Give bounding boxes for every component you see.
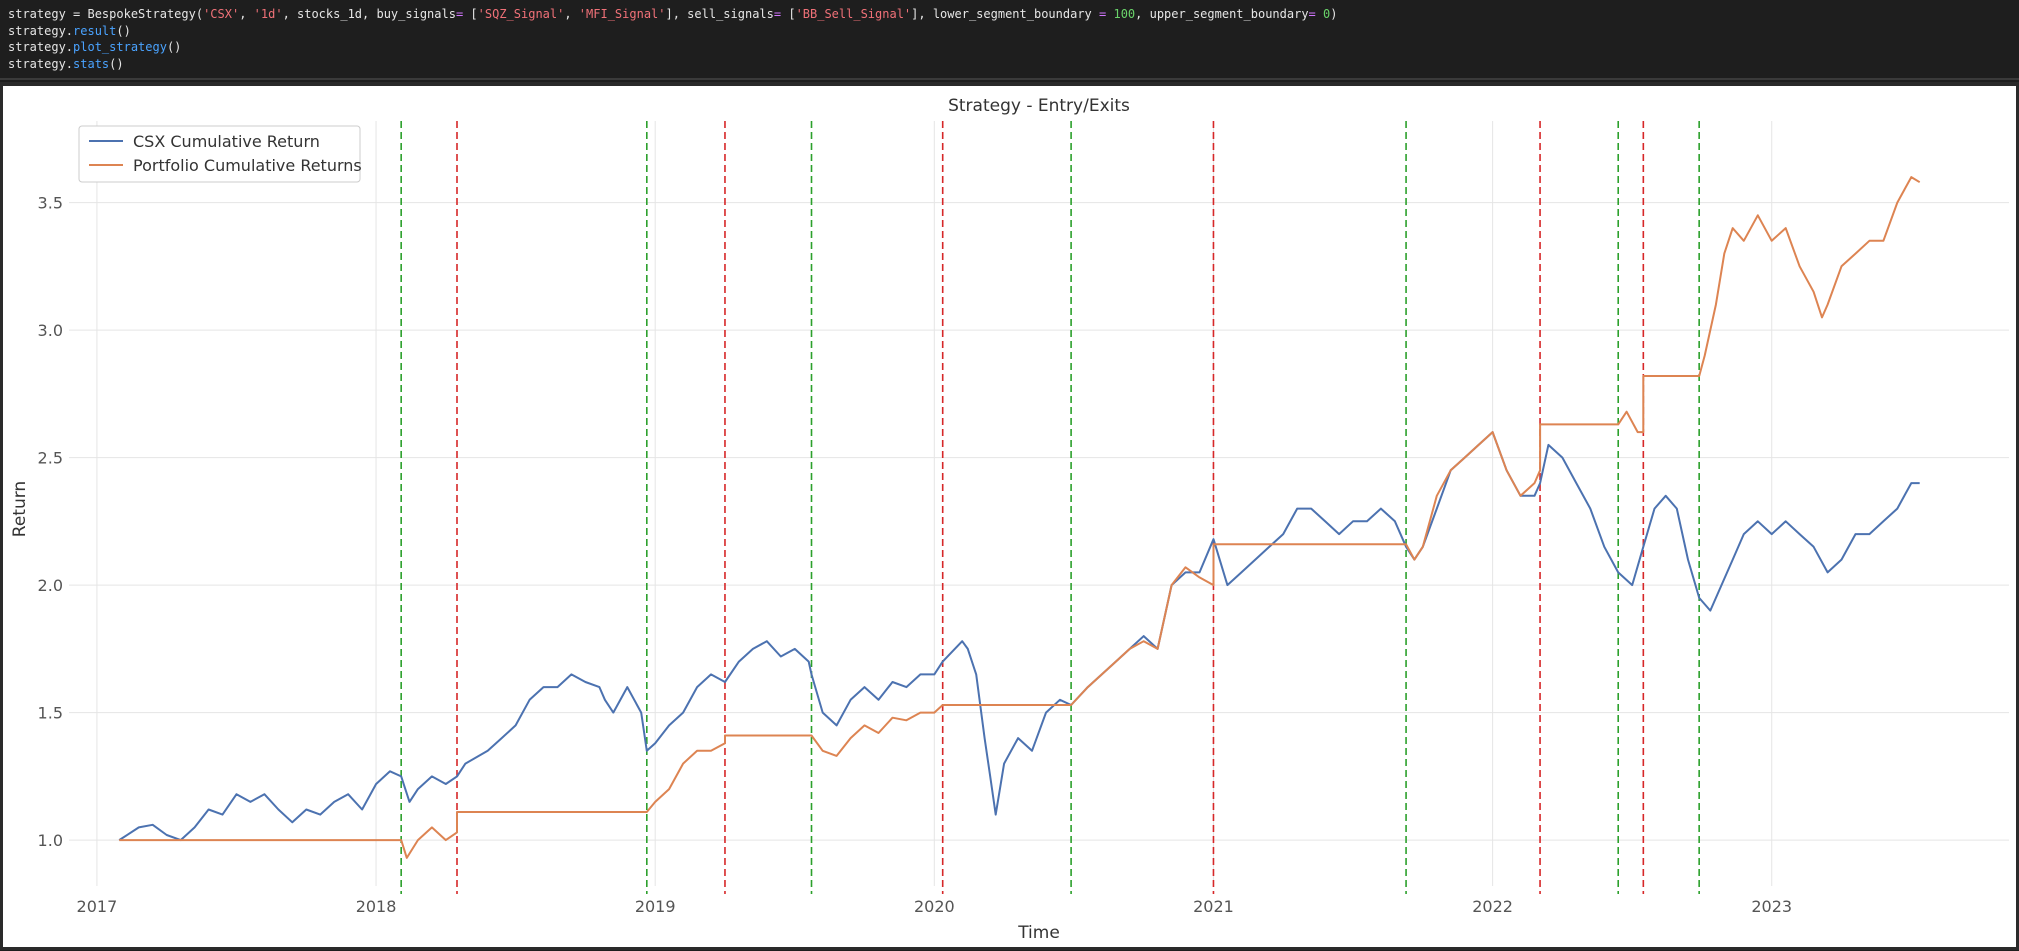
code-token: 'SQZ_Signal' — [477, 7, 565, 21]
portfolio-series-line — [119, 176, 1921, 859]
y-tick-label: 1.5 — [38, 704, 63, 723]
y-axis-label: Return — [10, 481, 30, 537]
code-token: stats — [73, 56, 110, 71]
chart-figure: 1.0 1.5 2.0 2.5 3.0 3.5 2017 2018 2019 2020 2021 20… — [3, 86, 2016, 947]
code-token: () — [166, 40, 182, 54]
code-token: = — [1099, 7, 1107, 21]
legend: CSX Cumulative Return Portfolio Cumulativ… — [78, 125, 362, 183]
x-tick-label: 2019 — [635, 897, 676, 916]
x-tick-label: 2020 — [914, 897, 955, 916]
code-line: strategy.result() — [8, 23, 131, 39]
code-token: [ — [781, 7, 796, 21]
code-token: ], sell_signals — [665, 7, 774, 21]
code-token: ], lower_segment_boundary — [911, 7, 1099, 21]
code-token: strategy. — [8, 23, 74, 38]
x-axis-label: Time — [1017, 923, 1060, 943]
code-token: plot_strategy — [73, 40, 167, 54]
y-tick-label: 3.5 — [38, 194, 63, 213]
code-token: 'MFI_Signal' — [578, 7, 666, 21]
code-token: 'BB_Sell_Signal' — [795, 7, 912, 21]
csx-series-line — [118, 431, 1920, 842]
code-line: strategy.stats() — [8, 56, 124, 72]
code-token: [ — [463, 7, 478, 21]
signal-lines — [400, 121, 1700, 894]
chart-title: Strategy - Entry/Exits — [948, 96, 1130, 116]
x-tick-label: 2023 — [1751, 897, 1792, 916]
code-token: , upper_segment_boundary — [1135, 7, 1309, 21]
x-tick-label: 2021 — [1193, 897, 1234, 916]
code-token: strategy. — [8, 40, 74, 54]
code-token: () — [109, 56, 124, 71]
y-tick-label: 2.0 — [38, 576, 63, 595]
code-token: () — [116, 23, 131, 38]
x-tick-label: 2018 — [356, 897, 397, 916]
axes: 1.0 1.5 2.0 2.5 3.0 3.5 2017 2018 2019 2020 2021 20… — [38, 194, 1793, 916]
legend-label: Portfolio Cumulative Returns — [133, 156, 362, 175]
code-token: , — [239, 7, 254, 21]
series-lines — [118, 176, 1921, 859]
y-tick-label: 1.0 — [38, 831, 63, 850]
y-tick-label: 3.0 — [38, 321, 63, 340]
code-token: 'CSX' — [203, 7, 240, 21]
code-line: strategy.plot_strategy() — [8, 39, 181, 55]
code-token: 100 — [1113, 7, 1136, 21]
code-token: ) — [1330, 7, 1338, 21]
code-token: strategy = BespokeStrategy( — [8, 7, 204, 21]
code-token: , stocks_1d, buy_signals — [282, 7, 456, 21]
code-line: strategy = BespokeStrategy('CSX', '1d', … — [8, 6, 1337, 22]
code-cell[interactable]: strategy = BespokeStrategy('CSX', '1d', … — [0, 0, 2019, 80]
strategy-chart: 1.0 1.5 2.0 2.5 3.0 3.5 2017 2018 2019 2020 2021 20… — [10, 96, 2009, 943]
code-token: , — [564, 7, 579, 21]
code-token: 0 — [1323, 7, 1331, 21]
legend-label: CSX Cumulative Return — [133, 132, 320, 151]
x-tick-label: 2022 — [1472, 897, 1513, 916]
grid — [69, 121, 2009, 886]
code-token: strategy. — [8, 56, 74, 71]
code-token: = — [455, 7, 464, 21]
output-area: 1.0 1.5 2.0 2.5 3.0 3.5 2017 2018 2019 2020 2021 20… — [0, 82, 2019, 950]
x-tick-label: 2017 — [77, 897, 118, 916]
code-token: '1d' — [253, 7, 283, 21]
code-token: = — [1308, 7, 1316, 21]
code-token: result — [73, 23, 117, 38]
code-token — [1316, 7, 1323, 21]
legend-box — [78, 125, 361, 183]
y-tick-label: 2.5 — [38, 449, 63, 468]
code-token: = — [773, 7, 782, 21]
